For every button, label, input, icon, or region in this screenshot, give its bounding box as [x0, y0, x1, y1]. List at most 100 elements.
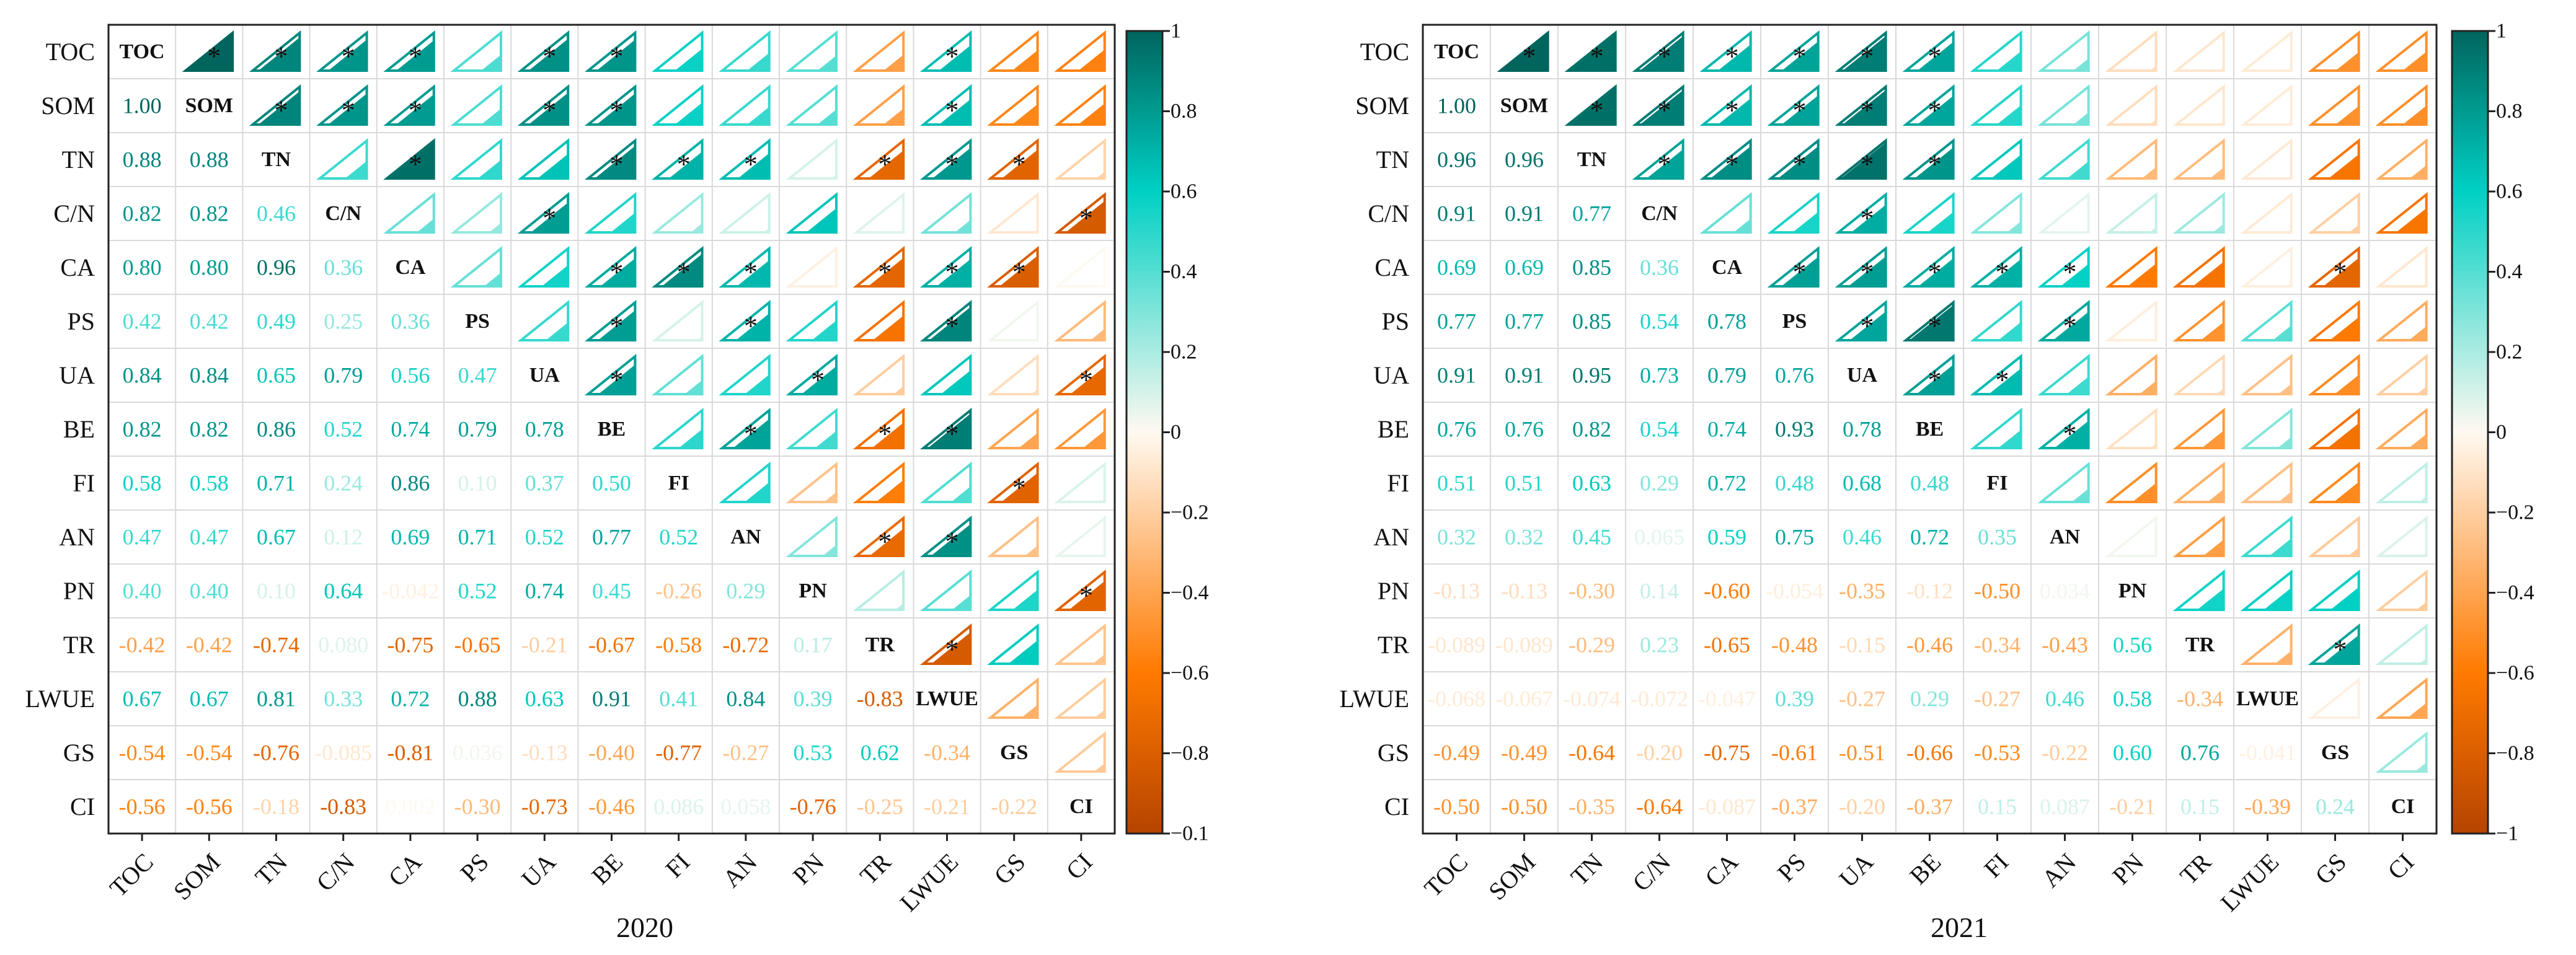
correlation-value: 0.77: [1437, 309, 1476, 334]
x-tick-label: LWUE: [895, 848, 963, 917]
triangle-outline: [2037, 84, 2090, 126]
significance-star: *: [1012, 257, 1026, 288]
significance-star: *: [2063, 311, 2077, 341]
triangle-fill: [939, 99, 971, 125]
colorbar-tick-label: 1: [2496, 20, 2507, 43]
triangle-fill: [537, 154, 569, 178]
correlation-value: -0.34: [2177, 687, 2223, 711]
triangle-fill: [1991, 154, 2021, 178]
significance-star: *: [1793, 257, 1807, 288]
correlation-value: 0.69: [1437, 255, 1476, 280]
correlation-value: 0.69: [1505, 255, 1544, 280]
x-tick-label: TN: [1565, 848, 1609, 891]
correlation-value: 0.76: [1505, 417, 1544, 442]
triangle-fill: [1001, 473, 1038, 502]
correlation-value: -0.50: [1433, 794, 1480, 819]
significance-star: *: [207, 42, 221, 72]
triangle-fill: [1792, 212, 1818, 232]
correlation-value: -0.047: [1698, 687, 1756, 711]
triangle-fill: [396, 40, 434, 71]
correlation-value: -0.54: [119, 741, 166, 765]
correlation-value: 0.40: [123, 579, 162, 604]
x-tick-label: AN: [717, 848, 763, 893]
correlation-value: -0.51: [1839, 741, 1885, 765]
correlation-value: -0.37: [1906, 794, 1953, 819]
triangle-fill: [2149, 120, 2156, 125]
triangle-outline: [2375, 731, 2428, 773]
diagonal-label: BE: [598, 418, 626, 441]
significance-star: *: [1861, 311, 1874, 341]
correlation-value: -0.087: [1698, 794, 1756, 819]
y-tick-label: PN: [63, 577, 95, 605]
correlation-value: 0.46: [257, 201, 296, 226]
y-tick-label: TN: [62, 146, 95, 174]
triangle-fill: [2322, 635, 2359, 664]
triangle-fill: [1078, 103, 1105, 125]
y-tick-label: CI: [1384, 793, 1409, 821]
triangle-outline: [786, 407, 838, 449]
triangle-fill: [2066, 376, 2089, 394]
triangle-outline: [2105, 299, 2158, 341]
triangle-outline: [786, 84, 838, 126]
correlation-value: 0.36: [391, 309, 430, 334]
correlation-value: -0.074: [1563, 687, 1621, 711]
triangle-outline: [2240, 138, 2293, 180]
correlation-value: 0.52: [324, 417, 363, 442]
correlation-value: -0.13: [1433, 579, 1480, 604]
diagonal-label: FI: [668, 472, 689, 495]
y-tick-label: TR: [1378, 631, 1409, 659]
triangle-fill: [737, 260, 769, 286]
triangle-fill: [1917, 42, 1954, 71]
triangle-outline: [852, 84, 905, 126]
y-tick-label: LWUE: [1339, 685, 1409, 713]
triangle-fill: [2073, 112, 2089, 125]
correlation-value: 0.75: [1775, 525, 1814, 550]
correlation-value: 0.74: [391, 417, 430, 442]
correlation-value: 0.91: [1437, 201, 1476, 226]
triangle-fill: [489, 222, 501, 232]
triangle-fill: [258, 91, 300, 125]
triangle-fill: [668, 151, 702, 178]
correlation-value: -0.35: [1569, 794, 1615, 819]
triangle-fill: [893, 386, 904, 394]
triangle-fill: [1998, 322, 2021, 340]
triangle-fill: [481, 55, 501, 71]
triangle-fill: [955, 219, 971, 232]
triangle-fill: [1033, 229, 1038, 232]
correlation-value: 0.42: [123, 309, 162, 334]
correlation-value: -0.25: [857, 794, 903, 819]
triangle-fill: [185, 33, 233, 71]
triangle-fill: [2141, 167, 2156, 178]
correlation-value: 0.72: [1910, 525, 1949, 550]
x-tick-label: FI: [660, 848, 695, 883]
colorbar-tick-label: 0: [1171, 421, 1181, 444]
correlation-value: 0.74: [525, 579, 564, 604]
triangle-outline: [2240, 30, 2293, 72]
significance-star: *: [1996, 257, 2009, 288]
correlation-value: -0.49: [1433, 741, 1480, 765]
correlation-value: 0.33: [324, 687, 363, 711]
correlation-value: -0.18: [253, 794, 299, 819]
triangle-fill: [1843, 36, 1886, 71]
triangle-outline: [2172, 353, 2225, 395]
triangle-fill: [477, 160, 501, 178]
significance-star: *: [409, 149, 422, 180]
triangle-fill: [1986, 259, 2021, 286]
triangle-fill: [883, 108, 904, 125]
colorbar-tick-label: 1: [1171, 20, 1181, 43]
significance-star: *: [1658, 95, 1671, 126]
triangle-fill: [2197, 588, 2224, 610]
triangle-fill: [1094, 763, 1105, 772]
x-tick-label: PN: [787, 848, 830, 890]
significance-star: *: [945, 311, 959, 341]
significance-star: *: [2334, 635, 2347, 665]
correlation-value: -0.64: [1569, 741, 1615, 765]
significance-star: *: [744, 257, 758, 288]
correlation-value: -0.46: [588, 794, 635, 819]
triangle-fill: [1094, 710, 1105, 718]
y-tick-label: FI: [73, 469, 95, 497]
triangle-outline: [2240, 245, 2293, 288]
correlation-value: -0.27: [722, 741, 769, 765]
triangle-outline: [987, 299, 1039, 341]
